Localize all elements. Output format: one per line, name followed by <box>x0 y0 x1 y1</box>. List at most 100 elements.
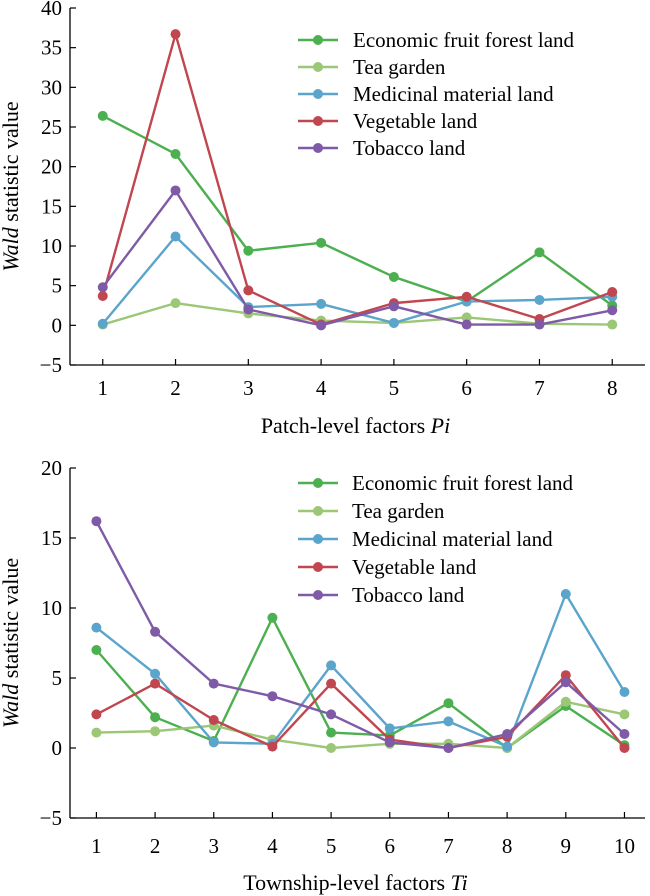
data-point-medicinal-material-land <box>560 589 571 599</box>
data-point-economic-fruit-forest-land <box>534 247 545 258</box>
y-tick-label: 20 <box>41 456 62 480</box>
y-tick-label: 30 <box>41 75 62 99</box>
x-axis-title-italic: Pi <box>430 413 451 438</box>
data-point-tobacco-land <box>607 305 618 316</box>
x-tick-label: 5 <box>389 376 400 400</box>
legend-label-medicinal-material-land: Medicinal material land <box>352 527 553 551</box>
data-point-tobacco-land <box>384 737 395 748</box>
data-point-medicinal-material-land <box>443 716 454 727</box>
data-point-tobacco-land <box>267 691 278 702</box>
legend-label-tea-garden: Tea garden <box>353 55 446 79</box>
data-point-medicinal-material-land <box>170 231 181 242</box>
x-tick-label: 4 <box>316 376 327 400</box>
data-point-tobacco-land <box>560 677 571 688</box>
y-axis-title-italic: Wald <box>0 683 23 728</box>
data-point-economic-fruit-forest-land <box>97 110 108 121</box>
data-point-tobacco-land <box>461 319 472 330</box>
x-tick-label: 7 <box>443 834 454 858</box>
y-tick-label: 25 <box>41 115 62 139</box>
legend-marker-economic-fruit-forest-land <box>313 35 323 45</box>
data-point-economic-fruit-forest-land <box>170 148 181 159</box>
series-line-tobacco-land <box>95 520 626 750</box>
y-tick-label: 5 <box>52 274 63 298</box>
data-point-vegetable-land <box>243 285 254 296</box>
y-axis-title: Wald statistic value <box>0 558 23 728</box>
data-point-tobacco-land <box>91 516 102 527</box>
legend-label-vegetable-land: Vegetable land <box>353 109 478 133</box>
data-point-tobacco-land <box>316 320 327 331</box>
y-tick-label: 0 <box>52 736 63 760</box>
data-point-medicinal-material-land <box>534 294 545 305</box>
series-tobacco-land <box>91 516 630 753</box>
data-point-vegetable-land <box>170 29 181 40</box>
data-point-tobacco-land <box>170 185 181 196</box>
legend-marker-vegetable-land <box>313 562 323 572</box>
x-tick-label: 3 <box>209 834 220 858</box>
x-tick-label: 6 <box>461 376 472 400</box>
y-tick-label: 0 <box>52 313 63 337</box>
legend-label-tea-garden: Tea garden <box>352 499 445 523</box>
x-axis-title-text: Township-level factors <box>243 870 450 895</box>
data-point-tobacco-land <box>97 282 108 293</box>
legend-label-tobacco-land: Tobacco land <box>353 136 466 160</box>
data-point-medicinal-material-land <box>384 723 395 734</box>
legend-label-tobacco-land: Tobacco land <box>352 583 465 607</box>
data-point-economic-fruit-forest-land <box>316 237 327 248</box>
x-tick-label: 5 <box>326 834 337 858</box>
data-point-tobacco-land <box>326 709 337 720</box>
data-point-tobacco-land <box>388 301 399 312</box>
data-point-vegetable-land <box>97 290 108 301</box>
data-point-economic-fruit-forest-land <box>150 712 161 723</box>
x-axis-title-text: Patch-level factors <box>261 413 431 438</box>
series-line-tea-garden <box>102 301 613 326</box>
data-point-tea-garden <box>170 298 181 309</box>
data-point-medicinal-material-land <box>388 317 399 328</box>
data-point-tobacco-land <box>208 678 219 689</box>
series-economic-fruit-forest-land <box>91 612 630 753</box>
y-tick-label: −5 <box>40 353 62 377</box>
x-tick-label: 1 <box>91 834 102 858</box>
legend-marker-tea-garden <box>313 506 323 516</box>
legend-label-medicinal-material-land: Medicinal material land <box>353 82 554 106</box>
data-point-economic-fruit-forest-land <box>326 727 337 738</box>
legend-marker-medicinal-material-land <box>313 534 323 544</box>
y-axis-title-italic: Wald <box>0 226 23 271</box>
data-point-tea-garden <box>619 709 630 720</box>
legend-label-economic-fruit-forest-land: Economic fruit forest land <box>352 471 574 495</box>
data-point-medicinal-material-land <box>619 687 630 697</box>
x-tick-label: 7 <box>534 376 545 400</box>
y-tick-label: 10 <box>41 234 62 258</box>
x-tick-label: 9 <box>561 834 572 858</box>
y-tick-label: −5 <box>40 806 62 830</box>
series-line-medicinal-material-land <box>95 592 626 748</box>
x-tick-label: 2 <box>170 376 181 400</box>
y-tick-label: 5 <box>52 666 63 690</box>
legend-marker-tobacco-land <box>313 590 323 600</box>
x-tick-label: 2 <box>150 834 161 858</box>
legend-marker-economic-fruit-forest-land <box>313 478 323 488</box>
legend-marker-medicinal-material-land <box>313 89 323 99</box>
data-point-vegetable-land <box>208 715 219 725</box>
data-point-medicinal-material-land <box>97 318 108 329</box>
data-point-tea-garden <box>607 319 618 330</box>
legend-marker-vegetable-land <box>313 116 323 126</box>
chart-township-level: 20 15 10 5 0 −5 1 2 3 4 5 6 7 8 9 10 Township-level fact… <box>0 456 645 895</box>
data-point-tobacco-land <box>443 743 454 753</box>
data-point-tea-garden <box>326 743 337 753</box>
y-tick-label: 10 <box>41 596 62 620</box>
data-point-vegetable-land <box>607 287 618 298</box>
legend-label-vegetable-land: Vegetable land <box>352 555 477 579</box>
data-point-tea-garden <box>150 726 161 737</box>
data-point-economic-fruit-forest-land <box>267 612 278 623</box>
x-axis-title: Township-level factors Ti <box>243 870 468 895</box>
data-point-economic-fruit-forest-land <box>91 645 102 655</box>
data-point-tea-garden <box>461 312 472 323</box>
data-point-medicinal-material-land <box>502 741 513 752</box>
series-line-vegetable-land <box>95 674 626 750</box>
data-point-medicinal-material-land <box>91 622 102 633</box>
data-point-tobacco-land <box>619 729 630 739</box>
data-point-economic-fruit-forest-land <box>388 271 399 282</box>
data-point-tobacco-land <box>534 319 545 330</box>
data-point-vegetable-land <box>267 741 278 752</box>
